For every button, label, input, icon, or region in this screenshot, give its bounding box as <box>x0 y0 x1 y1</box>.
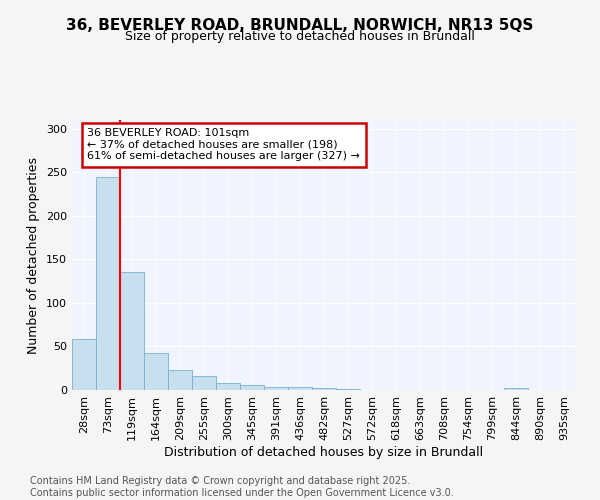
Text: Size of property relative to detached houses in Brundall: Size of property relative to detached ho… <box>125 30 475 43</box>
Bar <box>336 389 360 390</box>
Text: 36, BEVERLEY ROAD, BRUNDALL, NORWICH, NR13 5QS: 36, BEVERLEY ROAD, BRUNDALL, NORWICH, NR… <box>67 18 533 32</box>
Text: 36 BEVERLEY ROAD: 101sqm
← 37% of detached houses are smaller (198)
61% of semi-: 36 BEVERLEY ROAD: 101sqm ← 37% of detach… <box>87 128 360 162</box>
Bar <box>288 388 312 390</box>
Bar <box>192 376 216 390</box>
Bar <box>144 352 168 390</box>
Bar <box>264 386 288 390</box>
Text: Contains HM Land Registry data © Crown copyright and database right 2025.
Contai: Contains HM Land Registry data © Crown c… <box>30 476 454 498</box>
Bar <box>312 388 336 390</box>
Bar <box>120 272 144 390</box>
Bar <box>72 340 96 390</box>
X-axis label: Distribution of detached houses by size in Brundall: Distribution of detached houses by size … <box>164 446 484 458</box>
Bar <box>504 388 528 390</box>
Bar <box>240 385 264 390</box>
Bar <box>96 176 120 390</box>
Bar <box>168 370 192 390</box>
Y-axis label: Number of detached properties: Number of detached properties <box>28 156 40 354</box>
Bar <box>216 383 240 390</box>
